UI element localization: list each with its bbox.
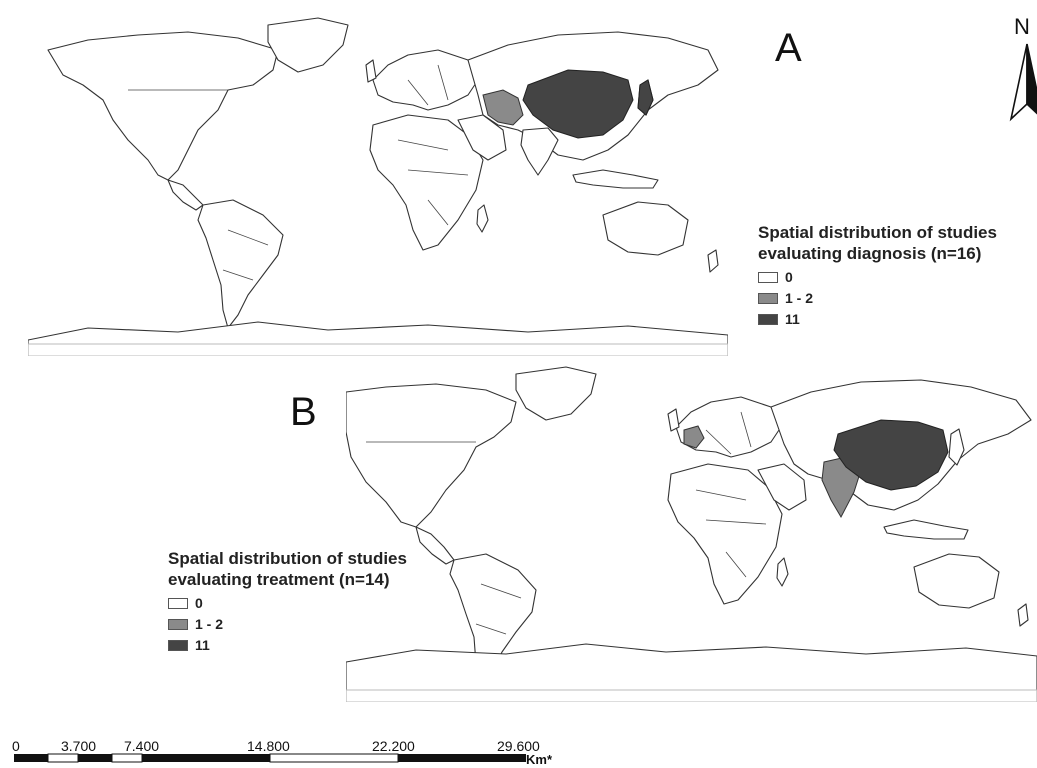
legend-label: 0 [785,269,793,285]
madagascar [476,204,489,233]
panel-letter-a: A [775,26,802,70]
legend-item: 11 [168,637,407,653]
france-highlight [683,425,705,449]
world-map-treatment [345,362,1037,703]
legend-swatch [168,639,188,651]
indonesia [883,519,969,540]
antarctica [345,643,1037,703]
legend-title: Spatial distribution of studies evaluati… [168,549,407,589]
central-america [167,179,204,211]
arabia [457,114,507,161]
new-zealand [707,249,719,273]
world-landmasses [27,17,729,357]
north-label: N [1014,14,1030,39]
legend-label: 1 - 2 [195,616,224,632]
central-america [415,526,455,565]
legend-item: 0 [168,595,407,611]
legend-title: Spatial distribution of studies evaluati… [758,223,997,263]
india [520,127,559,176]
new-zealand [1017,603,1029,627]
scale-bar-graphic [14,753,526,763]
japan-highlight [637,79,654,116]
africa [369,114,484,251]
legend-label: 11 [195,637,210,653]
scale-tick-label: 7.400 [124,738,160,754]
china-highlight [833,419,949,491]
china-highlight [522,69,634,139]
country-borders [366,411,767,635]
legend-item: 1 - 2 [168,616,407,632]
greenland [267,17,349,73]
legend-label: 11 [785,311,800,327]
arabia [757,463,807,511]
legend-label: 1 - 2 [785,290,814,306]
north-america [47,31,279,181]
panel-letter-b: B [290,390,317,434]
legend-swatch [168,618,188,630]
greenland [515,366,597,421]
antarctica [27,321,729,357]
north-america [345,383,517,528]
legend-treatment: Spatial distribution of studies evaluati… [168,548,407,653]
scale-tick-label: 3.700 [61,738,97,754]
legend-label: 0 [195,595,203,611]
australia [913,553,1000,609]
uk [667,408,680,432]
europe [372,49,479,111]
iran-highlight [482,89,524,126]
japan [948,428,965,466]
indonesia [572,169,659,189]
south-america [197,199,284,329]
legend-swatch [758,271,778,283]
scale-tick-label: 22.200 [372,738,415,754]
legend-swatch [168,597,188,609]
legend-swatch [758,292,778,304]
europe [675,396,782,458]
country-borders [128,64,469,281]
world-landmasses [345,366,1037,703]
scale-tick-label: 0 [12,738,20,754]
legend-item: 11 [758,311,997,327]
uk [365,59,377,83]
legend-item: 0 [758,269,997,285]
legend-item: 1 - 2 [758,290,997,306]
legend-diagnosis: Spatial distribution of studies evaluati… [758,222,997,327]
north-arrow-icon [1009,43,1037,122]
australia [602,201,689,256]
scale-tick-label: 14.800 [247,738,290,754]
scale-tick-label: 29.600 [497,738,540,754]
africa [667,463,783,605]
world-map-diagnosis [27,10,729,357]
madagascar [776,557,789,587]
scale-unit-label: Km* [526,752,553,767]
scale-bar: 0 3.700 7.400 14.800 22.200 29.600 Km* [12,738,554,768]
legend-swatch [758,313,778,325]
